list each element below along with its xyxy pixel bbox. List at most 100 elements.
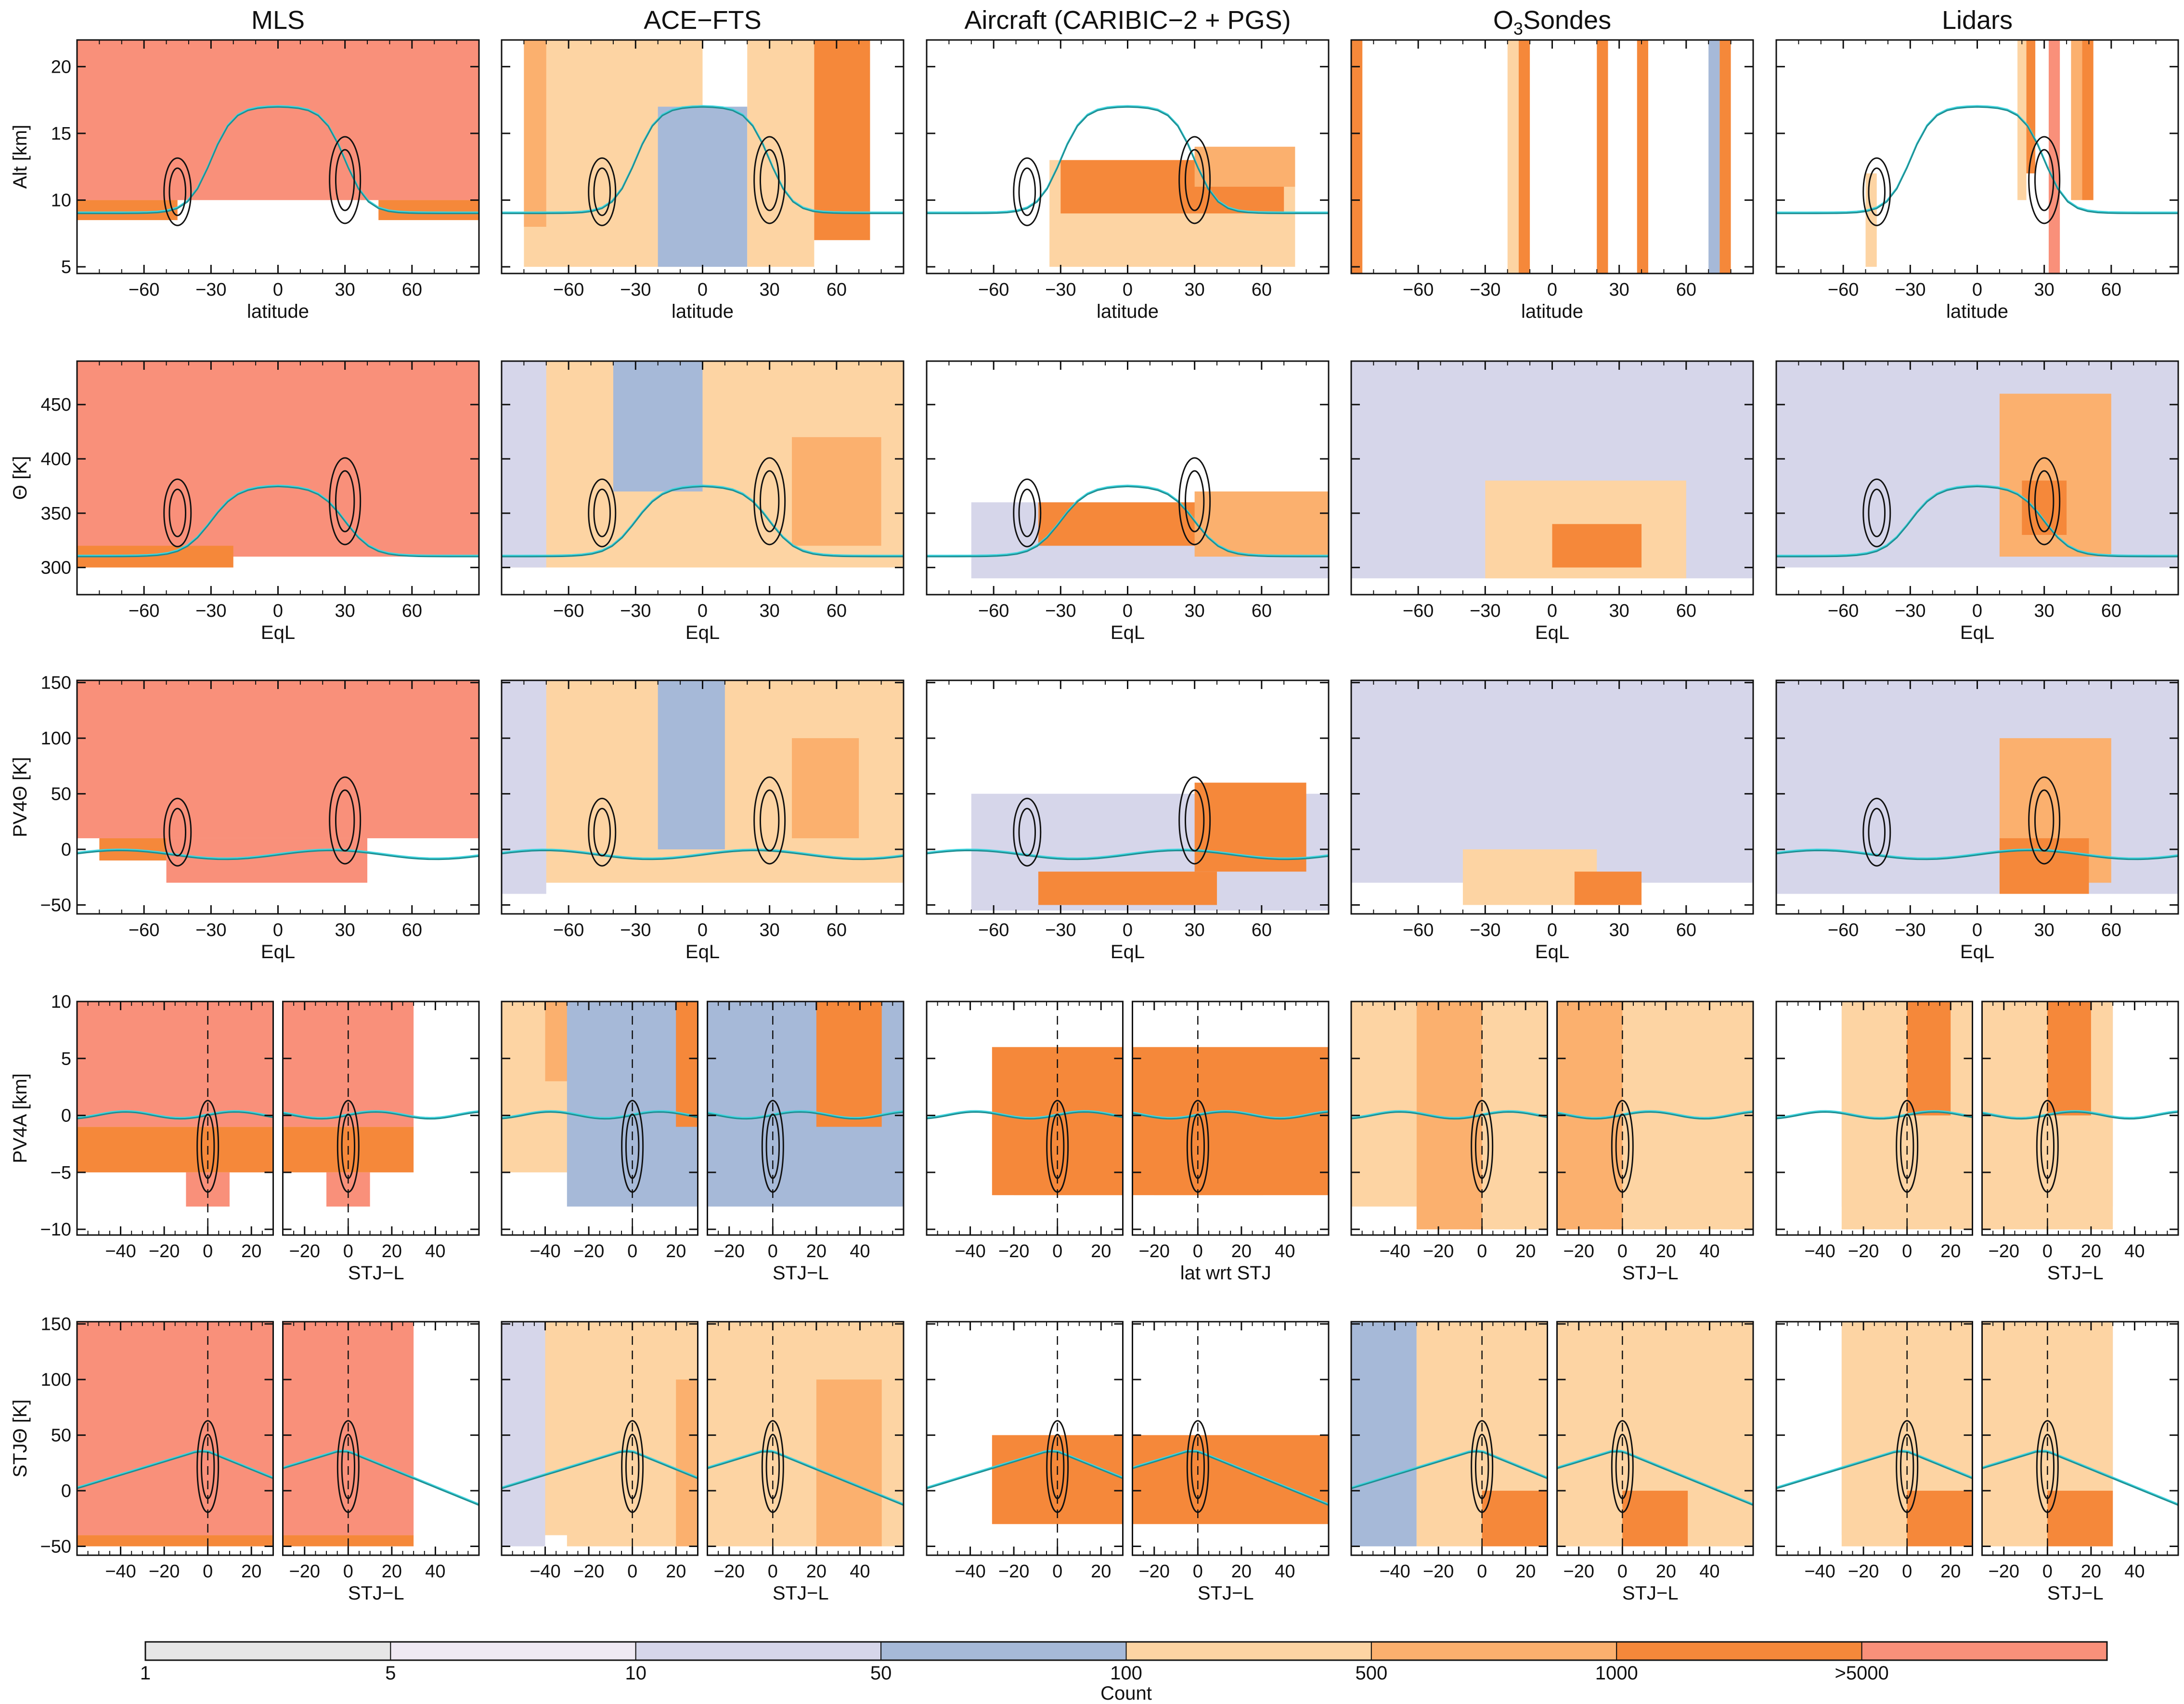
tropopause-line-teal [926,106,1329,214]
x-tick-label: 40 [2124,1241,2145,1262]
jet-contour [753,776,786,865]
count-cell [77,40,479,200]
x-tick-label: 30 [2034,280,2055,300]
x-tick-label: 20 [382,1561,402,1582]
x-axis-label: EqL [1535,941,1569,963]
count-cell [2048,40,2060,273]
count-cell [816,1379,882,1547]
y-tick-label: 400 [41,449,71,469]
x-axis-label: EqL [1960,941,1994,963]
tropopause-line-cyan [1132,1450,1329,1505]
count-cell [77,680,479,838]
panel: −60 −30 0 30 60 latitude [926,39,1330,322]
jet-contour [336,1100,360,1193]
y-tick-label: 10 [51,191,71,211]
count-cell [1999,838,2089,894]
tropopause-line-teal [1776,1451,1973,1489]
panel: −60 −30 0 30 60 EqL [1350,679,1754,963]
jet-contour [753,136,786,224]
jet-contour [1046,1100,1069,1193]
tropopause-line-cyan [1557,1450,1754,1505]
x-tick-label: 0 [1617,1561,1628,1582]
x-tick-label: 40 [1275,1561,1295,1582]
colorbar-tick-label: 1000 [1595,1663,1638,1684]
x-tick-label: 40 [2124,1561,2145,1582]
x-tick-label: −40 [105,1561,136,1582]
plot-frame [1350,1001,1548,1236]
tropopause-line-teal [283,1111,479,1120]
x-axis-label: STJ−L [773,1262,829,1284]
y-tick-label: 300 [41,558,71,578]
jet-contour [1050,1113,1065,1179]
jet-contour [588,157,617,226]
jet-contour [2036,1100,2059,1193]
x-tick-label: 20 [1515,1241,1536,1262]
jet-contour [1018,488,1036,537]
tropopause-line-teal [501,1111,698,1120]
jet-contour [753,457,786,546]
jet-contour [588,797,617,867]
tropopause-line-teal [283,1451,479,1506]
tropopause-line-cyan [707,1450,904,1505]
x-tick-label: 20 [1656,1241,1676,1262]
x-tick-label: −60 [1403,280,1434,300]
plot-frame [1981,1001,2179,1236]
colorbar-label: Count [1100,1683,1152,1704]
x-axis-label: EqL [685,941,720,963]
plot-frame [1132,1321,1330,1556]
x-tick-label: 0 [698,601,708,621]
x-tick-label: −60 [1403,920,1434,940]
jet-contour [1046,1420,1069,1513]
jet-contour [1615,1433,1630,1499]
tropopause-line-cyan [1351,1110,1548,1119]
tropopause-line-teal [501,106,904,214]
x-tick-label: −30 [1470,920,1500,940]
count-cell [1776,680,2178,894]
panel: −40 −20 0 20 −20 0 20 40 STJ−L [1350,1321,1754,1604]
jet-contour [625,1113,640,1179]
count-cell [1194,146,1295,187]
x-tick-label: 20 [666,1561,686,1582]
x-tick-label: −20 [1848,1561,1879,1582]
x-tick-label: 0 [343,1561,353,1582]
y-axis-label: STJΘ [K] [10,1399,31,1477]
x-tick-label: 0 [1123,280,1133,300]
x-tick-label: 0 [273,920,283,940]
plot-frame [707,1321,905,1556]
x-axis-label: latitude [1097,301,1159,322]
x-tick-label: −60 [1828,280,1859,300]
x-tick-label: 60 [1676,920,1696,940]
count-cell [658,106,748,267]
x-tick-label: −60 [978,601,1009,621]
tropopause-line-teal [77,1111,273,1120]
x-tick-label: −30 [1895,601,1926,621]
x-tick-label: 20 [1656,1561,1676,1582]
y-tick-label: −50 [40,896,71,916]
x-tick-label: 0 [1193,1561,1203,1582]
x-tick-label: −60 [129,920,159,940]
y-tick-label: 100 [41,1370,71,1390]
jet-contour [1018,167,1036,216]
panel: −60 −30 0 30 60 EqL [501,360,905,643]
column-title: O3Sondes [1493,6,1611,39]
colorbar-segment [1370,1641,1617,1661]
panel: −40 −20 0 20 −20 0 20 40 STJ−L [1775,1321,2179,1604]
plot-frame [1775,39,2179,274]
colorbar-segment [880,1641,1127,1661]
x-tick-label: 0 [343,1241,353,1262]
plot-frame [76,360,480,596]
x-tick-label: −20 [1989,1241,2019,1262]
x-tick-label: 0 [2042,1561,2053,1582]
tropopause-line-teal [77,849,479,860]
tropopause-line-teal [1982,1111,2179,1120]
panel: −60 −30 0 30 60 EqL [926,679,1330,963]
panel: −60 −30 0 30 60 5 10 15 20 Alt [km] latitude [10,39,480,322]
count-cell [1194,491,1329,557]
plot-frame [926,1321,1124,1556]
count-cell [502,361,546,568]
count-cell [792,437,881,546]
x-tick-label: 20 [1940,1561,1961,1582]
colorbar-tick-label: >5000 [1835,1663,1888,1684]
x-tick-label: 0 [1902,1561,1912,1582]
plot-frame [1350,39,1754,274]
